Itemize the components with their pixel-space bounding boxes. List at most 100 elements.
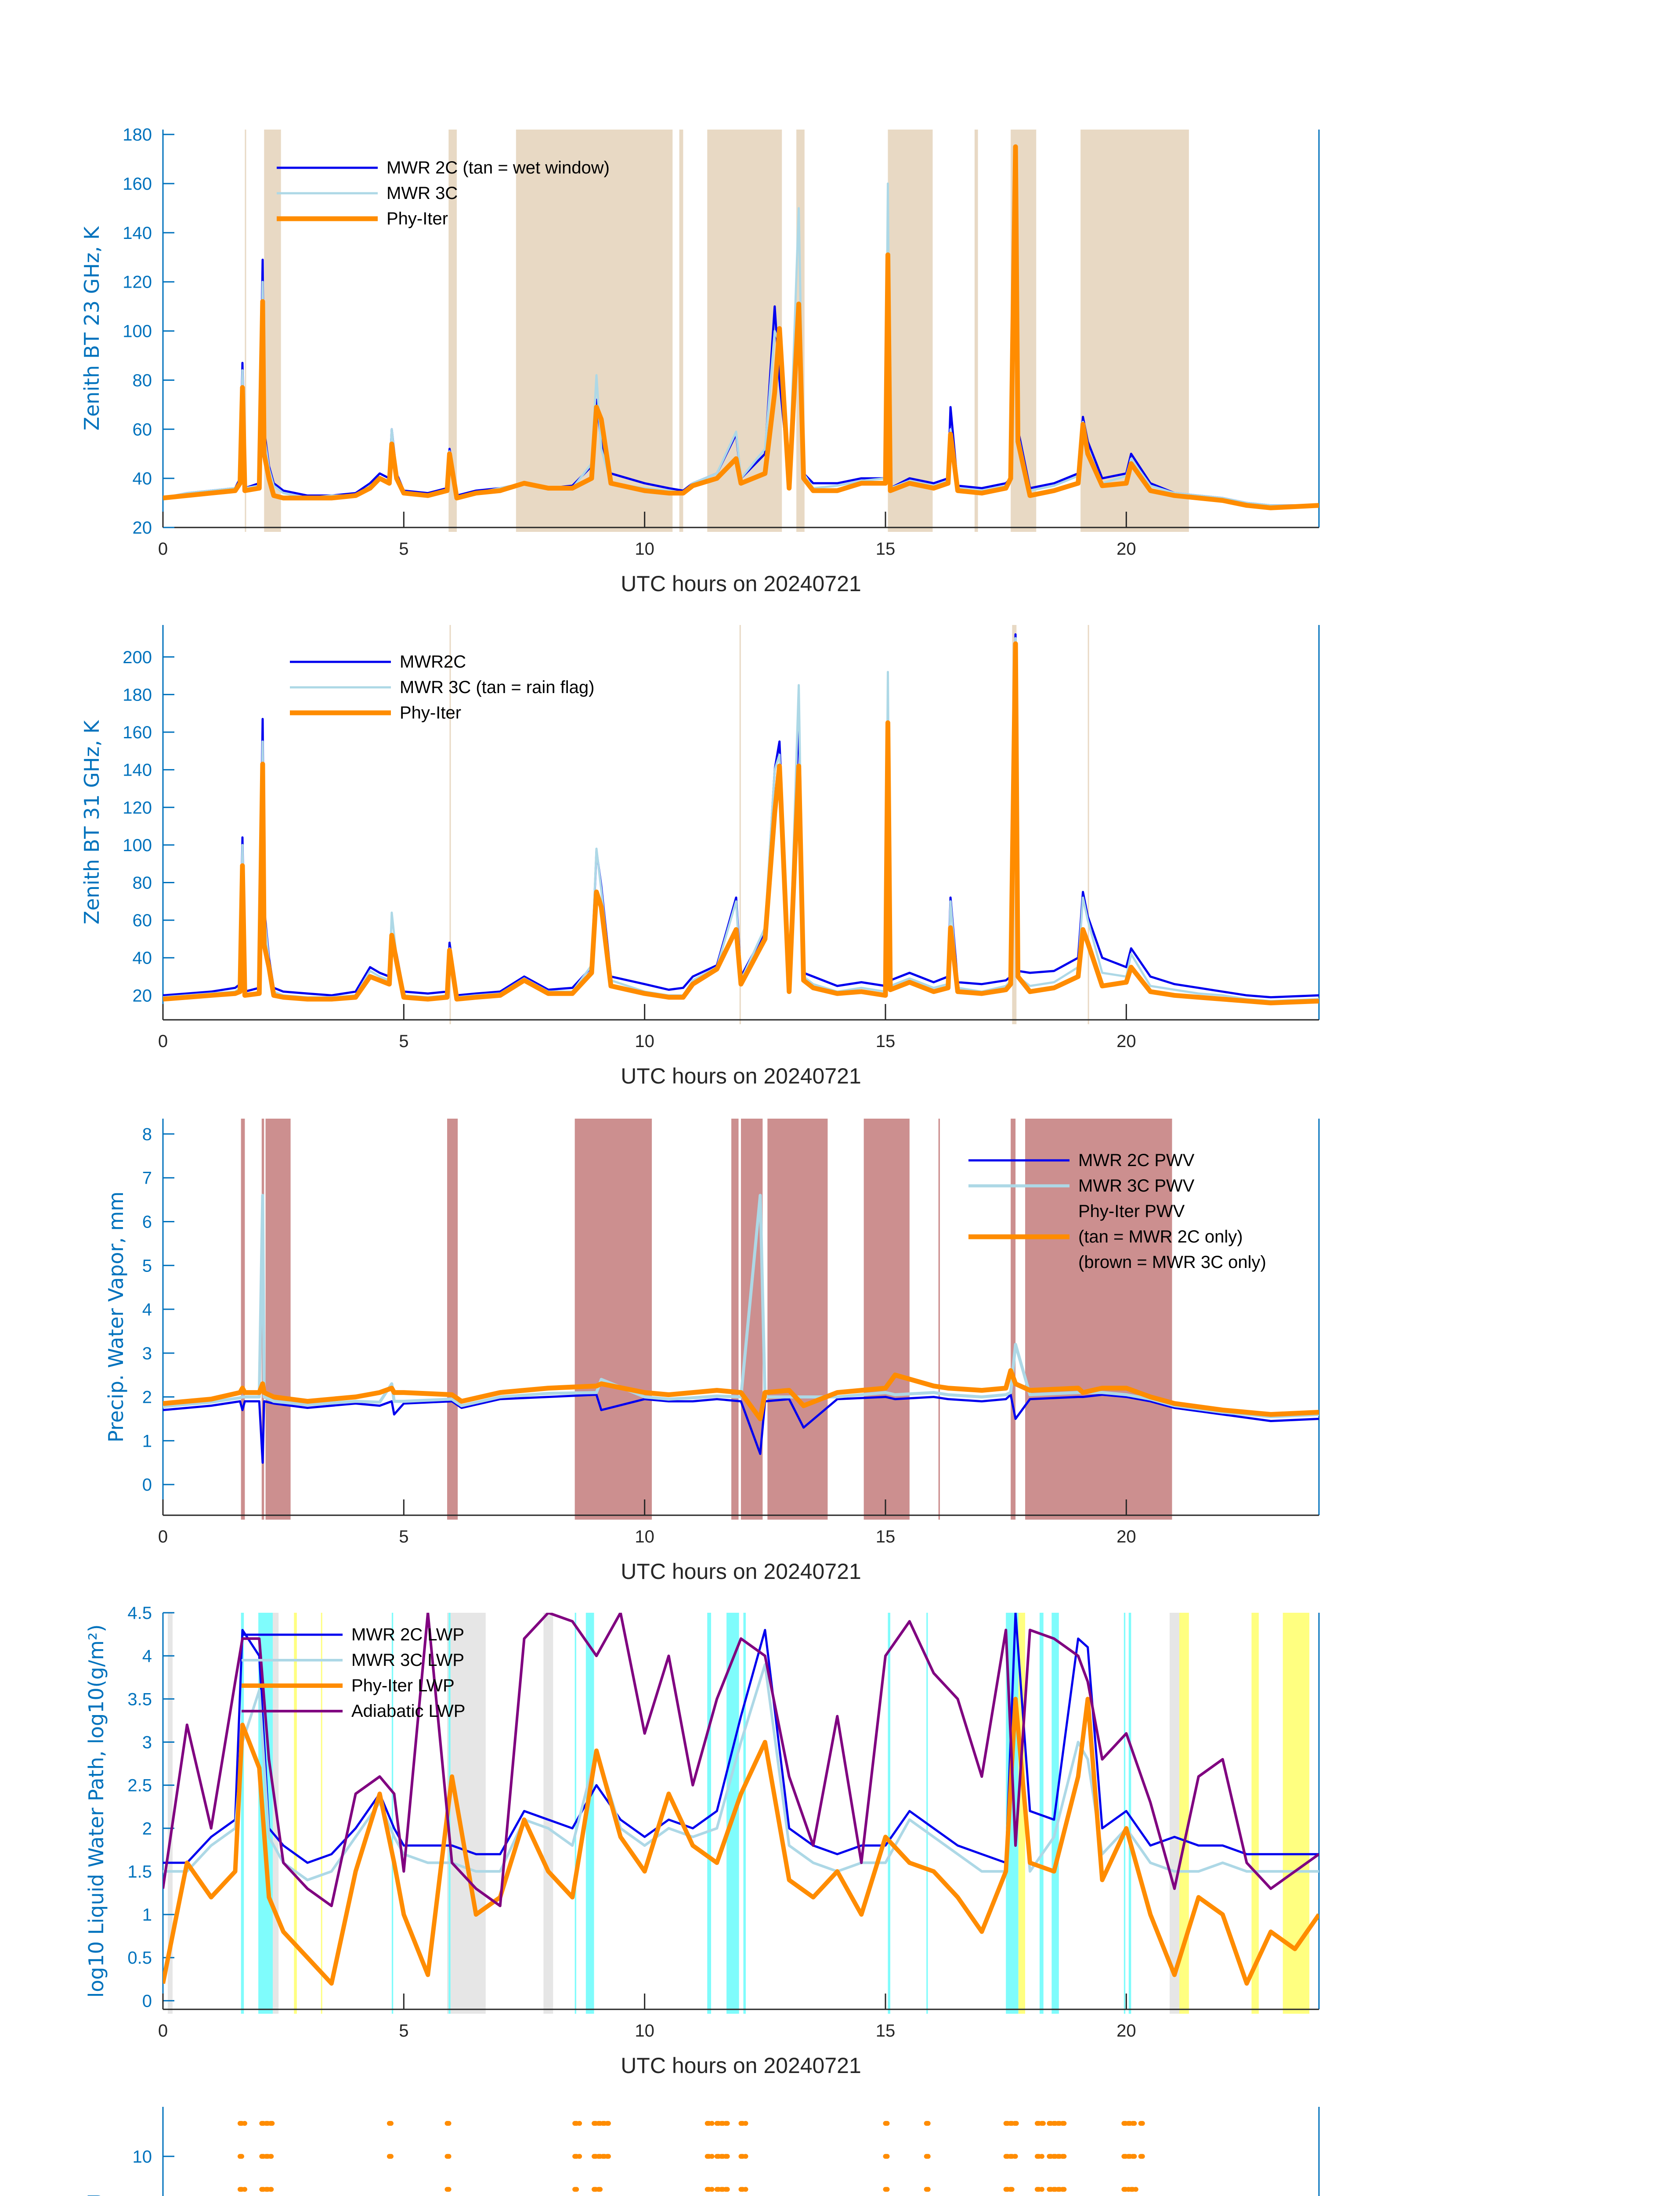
y-tick-label: 3.5	[127, 1690, 152, 1709]
y-axis-label: Precip. Water Vapor, mm	[104, 1192, 128, 1442]
y-tick-label: 160	[123, 723, 152, 742]
shaded-region	[888, 130, 933, 532]
shaded-region	[585, 1613, 594, 2014]
shaded-region	[974, 130, 978, 532]
legend-label: MWR 3C	[387, 184, 458, 203]
shaded-region	[241, 1613, 244, 2014]
legend-label: (brown = MWR 3C only)	[1078, 1253, 1266, 1272]
y-tick-label: 2.5	[127, 1776, 152, 1795]
y-tick-label: 2	[142, 1819, 152, 1838]
y-tick-label: 4.5	[127, 1604, 152, 1623]
x-tick-label: 10	[635, 2021, 654, 2041]
x-tick-label: 10	[635, 1527, 654, 1546]
x-tick-label: 0	[158, 1032, 168, 1051]
shaded-region	[241, 1119, 245, 1520]
shaded-region	[1170, 1613, 1179, 2014]
y-tick-label: 100	[123, 836, 152, 855]
y-tick-label: 40	[133, 469, 152, 488]
y-tick-label: 120	[123, 273, 152, 292]
y-tick-label: 80	[133, 371, 152, 390]
y-axis-label: Zenith BT 23 GHz, K	[80, 226, 104, 431]
shaded-region	[1011, 1119, 1016, 1520]
x-tick-label: 0	[158, 539, 168, 559]
y-tick-label: 1	[142, 1905, 152, 1925]
x-tick-label: 0	[158, 2021, 168, 2041]
legend-label: MWR 3C PWV	[1078, 1176, 1195, 1196]
shaded-region	[926, 1613, 928, 2014]
x-tick-label: 15	[876, 1527, 896, 1546]
y-tick-label: 140	[123, 224, 152, 243]
shaded-region	[245, 130, 246, 532]
legend: MWR 2C PWV MWR 3C PWV Phy-Iter PWV (tan = M…	[968, 1151, 1266, 1272]
shaded-region	[1039, 1613, 1044, 2014]
y-tick-label: 10	[133, 2147, 152, 2167]
shaded-region	[574, 1613, 576, 2014]
x-tick-label: 20	[1116, 2021, 1136, 2041]
y-tick-label: 2	[142, 1388, 152, 1407]
legend-label: Phy-Iter	[400, 703, 461, 722]
legend-label: Phy-Iter LWP	[351, 1676, 455, 1695]
legend: MWR2C MWR 3C (tan = rain flag) Phy-Iter	[290, 652, 594, 722]
panel-2: 20 40 60 80 100 120 140 160 180 200 0 5 10 15 20 UTC ho…	[80, 625, 1320, 1088]
shaded-region	[767, 1119, 828, 1520]
y-tick-label: 1	[142, 1431, 152, 1451]
y-tick-label: 3	[142, 1344, 152, 1363]
y-tick-label: 4	[142, 1647, 152, 1666]
series-line-mwr-3c	[163, 637, 1319, 1002]
x-tick-label: 15	[876, 539, 896, 559]
shaded-region	[888, 1613, 890, 2014]
x-axis-label: UTC hours on 20240721	[621, 1064, 861, 1088]
panel-3: 0 1 2 3 4 5 6 7 8 0 5 10 15 20 UTC hours on 20240721 Pr…	[104, 1119, 1320, 1584]
x-tick-label: 0	[158, 1527, 168, 1546]
shaded-region	[1128, 1613, 1131, 2014]
x-tick-label: 5	[399, 539, 408, 559]
shaded-region	[938, 1119, 940, 1520]
shaded-region	[294, 1613, 297, 2014]
y-tick-label: 120	[123, 798, 152, 817]
x-tick-label: 15	[876, 2021, 896, 2041]
y-tick-label: 40	[133, 949, 152, 968]
x-axis-label: UTC hours on 20240721	[621, 2053, 861, 2078]
y-tick-label: 6	[142, 1212, 152, 1232]
shaded-region	[739, 625, 741, 1024]
series-line-mwr-3c-lwp	[163, 1663, 1319, 1882]
legend-label: Adiabatic LWP	[351, 1701, 465, 1721]
y-tick-label: 200	[123, 648, 152, 667]
legend-label: Phy-Iter PWV	[1078, 1202, 1185, 1221]
shaded-region	[265, 1119, 291, 1520]
y-tick-label: 20	[133, 518, 152, 538]
shaded-region	[743, 1613, 746, 2014]
x-axis-label: UTC hours on 20240721	[621, 571, 861, 596]
series-line-phy-iter	[163, 641, 1319, 1005]
series-line-mwr2c	[163, 633, 1319, 999]
y-axis-label: Zenith BT 31 GHz, K	[80, 719, 104, 925]
shaded-region	[1251, 1613, 1259, 2014]
legend-label: MWR 3C LWP	[351, 1651, 464, 1670]
series-line-mwr-3c-pwv	[163, 1194, 1319, 1418]
x-tick-label: 5	[399, 2021, 408, 2041]
panel-1: 20 40 60 80 100 120 140 160 180 0 5 10 15 20 UTC hours…	[80, 125, 1320, 596]
y-tick-label: 3	[142, 1733, 152, 1752]
y-axis-label: MWR Phy Iter DQ Flag	[80, 2194, 104, 2196]
y-tick-label: 60	[133, 911, 152, 930]
legend: MWR 2C (tan = wet window) MWR 3C Phy-Iter	[277, 158, 610, 228]
x-axis-label: UTC hours on 20240721	[621, 1559, 861, 1584]
panel-5: 024681005101520UTC hours on 20240721MWR …	[80, 2107, 1320, 2196]
y-tick-label: 20	[133, 986, 152, 1005]
shaded-region	[447, 1119, 458, 1520]
legend-label: MWR 3C (tan = rain flag)	[400, 678, 594, 697]
y-tick-label: 0.5	[127, 1948, 152, 1968]
y-tick-label: 0	[142, 1991, 152, 2011]
y-tick-label: 8	[142, 1125, 152, 1144]
series-line-phy-iter-pwv	[163, 1368, 1319, 1421]
x-tick-label: 20	[1116, 539, 1136, 559]
x-tick-label: 10	[635, 539, 654, 559]
shaded-region	[1179, 1613, 1189, 2014]
x-tick-label: 15	[876, 1032, 896, 1051]
shaded-region	[321, 1613, 322, 2014]
x-tick-label: 5	[399, 1527, 408, 1546]
y-tick-label: 7	[142, 1169, 152, 1188]
shaded-region	[543, 1613, 553, 2014]
shaded-region	[1283, 1613, 1310, 2014]
